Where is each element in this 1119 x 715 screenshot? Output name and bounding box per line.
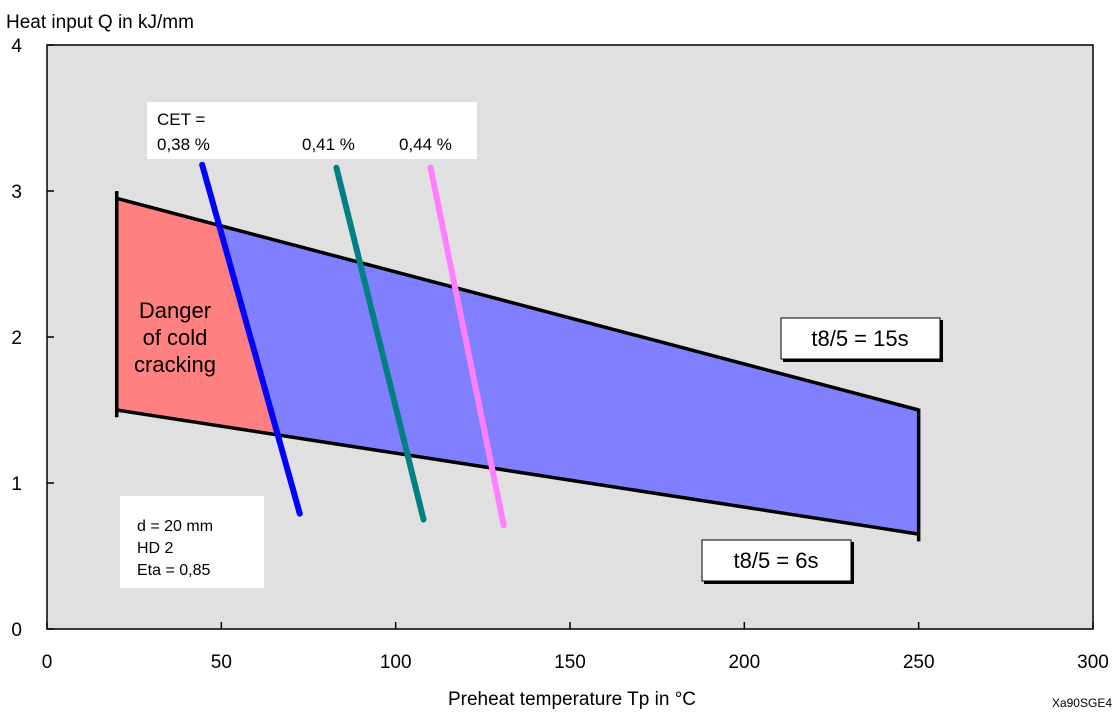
lower-boundary-line <box>116 408 919 536</box>
x-tick-label: 250 <box>903 652 935 673</box>
x-tick-label: 100 <box>380 652 412 673</box>
danger-label-line1: Danger <box>139 298 211 323</box>
x-tick-label: 300 <box>1077 652 1109 673</box>
t85-6s-box <box>701 539 852 582</box>
cet-line-041 <box>333 164 427 523</box>
note-diameter: d = 20 mm <box>137 518 213 535</box>
note-hydrogen: HD 2 <box>137 540 174 557</box>
x-tick-label: 50 <box>211 652 232 673</box>
y-tick-label: 1 <box>11 474 22 495</box>
y-ticks: 0 1 2 3 4 <box>11 36 54 641</box>
x-tick-label: 200 <box>728 652 760 673</box>
danger-region <box>116 198 278 435</box>
cet-line-044 <box>427 164 507 529</box>
y-tick-label: 2 <box>11 328 22 349</box>
x-tick-label: 0 <box>42 652 53 673</box>
t85-15s-box-shadow-bottom <box>783 359 943 362</box>
t85-15s-label: t8/5 = 15s <box>811 326 908 351</box>
reference-code: Xa90SGE4 <box>1052 696 1112 710</box>
y-tick-label: 3 <box>11 182 22 203</box>
x-tick-label: 150 <box>554 652 586 673</box>
upper-boundary-line <box>116 196 920 412</box>
y-axis-title: Heat input Q in kJ/mm <box>6 12 194 33</box>
x-axis-title: Preheat temperature Tp in °C <box>448 689 696 710</box>
cet-line-038 <box>199 161 303 517</box>
safe-region <box>219 225 919 535</box>
cet-legend-box <box>147 102 477 159</box>
cet-label-041: 0,41 % <box>302 135 355 154</box>
cet-label-044: 0,44 % <box>399 135 452 154</box>
t85-6s-label: t8/5 = 6s <box>733 548 818 573</box>
danger-label-line2: of cold <box>143 325 208 350</box>
parameters-box <box>120 496 264 588</box>
x-ticks: 0 50 100 150 200 250 300 <box>42 622 1109 673</box>
y-tick-label: 4 <box>11 36 22 57</box>
t85-6s-box-shadow <box>851 542 854 583</box>
t85-15s-box-shadow <box>940 320 943 361</box>
danger-label-line3: cracking <box>134 352 216 377</box>
t85-6s-box-shadow-bottom <box>704 581 854 584</box>
cet-label-038: 0,38 % <box>157 135 210 154</box>
y-tick-label: 0 <box>11 620 22 641</box>
cet-title-line1: CET = <box>157 110 205 129</box>
note-efficiency: Eta = 0,85 <box>137 562 210 579</box>
